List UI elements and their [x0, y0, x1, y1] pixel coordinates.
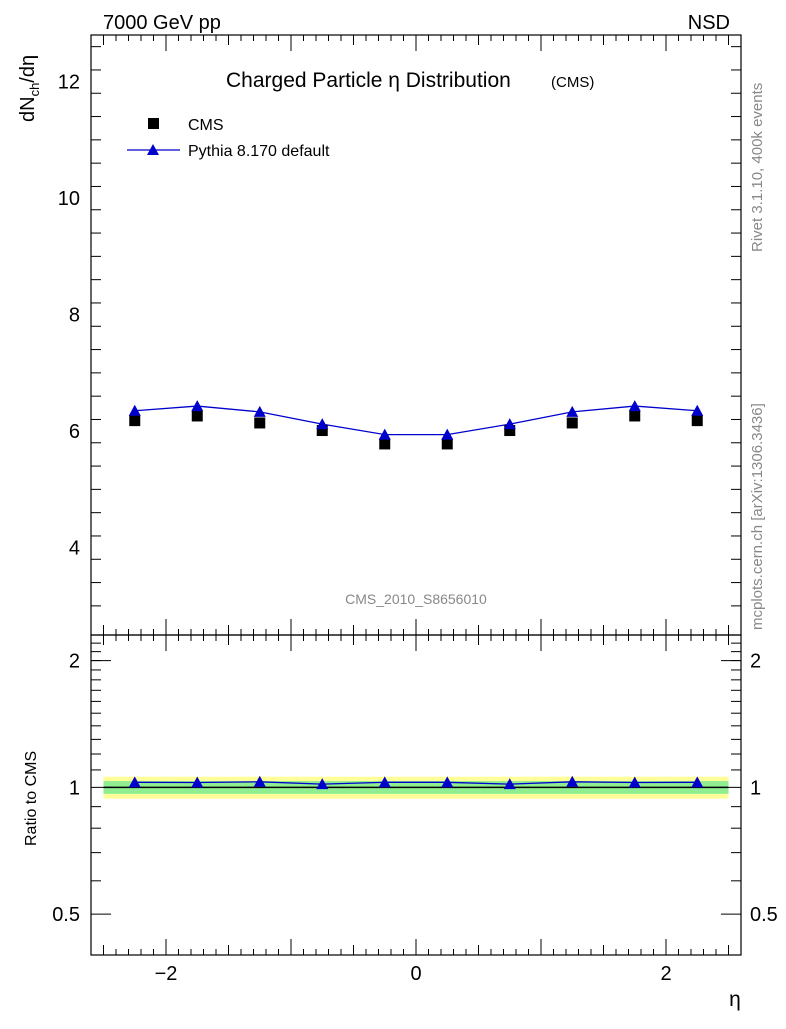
legend-cms-label: CMS	[188, 117, 224, 134]
rivet-version-label: Rivet 3.1.10, 400k events	[749, 83, 766, 252]
ratio-mc-point	[253, 775, 266, 787]
ratio-mc-point	[128, 776, 141, 788]
legend: CMS Pythia 8.170 default	[127, 117, 330, 160]
process-label: NSD	[688, 12, 730, 34]
mc-data-point	[566, 405, 579, 417]
mc-data-point	[191, 400, 204, 412]
ratio-mc-point	[566, 775, 579, 787]
cms-data-point	[254, 417, 266, 429]
ratio-mc-point	[378, 776, 391, 788]
legend-mc-label: Pythia 8.170 default	[188, 143, 330, 160]
ratio-mc-point	[628, 776, 641, 788]
ratio-series	[103, 775, 729, 790]
x-axis-label: η	[729, 988, 741, 1011]
chart-title-suffix: (CMS)	[551, 74, 594, 91]
mc-data-point	[691, 404, 704, 416]
ratio-y-tick-label-right: 0.5	[750, 904, 778, 926]
energy-label: 7000 GeV pp	[103, 12, 221, 34]
x-tick-label: 2	[660, 963, 671, 985]
ratio-mc-point	[316, 778, 329, 790]
cms-data-point	[504, 425, 516, 437]
cms-data-point	[691, 415, 703, 427]
ratio-mc-point	[691, 776, 704, 788]
x-tick-labels: −2 0 2	[155, 963, 672, 985]
legend-mc-marker	[147, 144, 159, 155]
y-tick-label: 6	[69, 421, 80, 443]
y-tick-label: 10	[58, 188, 80, 210]
main-panel: 4 6 8 10 12 dNch/dη Charged Particle η Distr…	[17, 34, 742, 636]
ratio-mc-line	[134, 781, 698, 785]
ratio-y-tick-label-right: 2	[750, 651, 761, 673]
mc-data-point	[253, 405, 266, 417]
x-tick-label: −2	[155, 963, 178, 985]
mc-data-point	[378, 428, 391, 440]
mc-data-point	[316, 418, 329, 430]
main-axis-ticks	[91, 35, 741, 635]
main-y-axis-label: dNch/dη	[17, 55, 42, 122]
ratio-mc-point	[503, 778, 516, 790]
cms-data-point	[191, 410, 203, 422]
ratio-y-tick-label: 1	[69, 777, 80, 799]
cms-data-point	[316, 425, 328, 437]
mc-series-line	[134, 405, 698, 436]
mcplots-source-label: mcplots.cern.ch [arXiv:1306.3436]	[749, 403, 766, 630]
mc-data-point	[628, 400, 641, 412]
analysis-id-label: CMS_2010_S8656010	[345, 591, 487, 607]
y-tick-label: 8	[69, 305, 80, 327]
legend-cms-marker	[148, 118, 159, 129]
ratio-y-axis-label: Ratio to CMS	[23, 751, 40, 846]
x-tick-label: 0	[410, 963, 421, 985]
ratio-panel: 0.5 0.5 1 1 2 2 Ratio to CMS −2 0 2 η	[23, 634, 778, 1011]
chart-title: Charged Particle η Distribution	[226, 69, 511, 92]
cms-data-point	[566, 417, 578, 429]
mc-data-point	[503, 418, 516, 430]
mc-data-point	[128, 404, 141, 416]
mc-data-point	[441, 428, 454, 440]
y-tick-label: 4	[69, 538, 80, 560]
cms-data-point	[129, 415, 141, 427]
y-tick-label: 12	[58, 72, 80, 94]
ratio-axis-ticks	[91, 635, 741, 956]
main-y-tick-labels: 4 6 8 10 12	[58, 72, 80, 560]
ratio-y-tick-labels: 0.5 0.5 1 1 2 2	[52, 651, 778, 927]
ratio-y-tick-label: 2	[69, 651, 80, 673]
ratio-y-tick-label: 0.5	[52, 904, 80, 926]
ratio-mc-point	[441, 776, 454, 788]
ratio-y-tick-label-right: 1	[750, 777, 761, 799]
cms-data-point	[379, 438, 391, 450]
main-series	[128, 400, 704, 450]
cms-data-point	[629, 410, 641, 422]
cms-data-point	[441, 438, 453, 450]
ratio-mc-point	[191, 776, 204, 788]
